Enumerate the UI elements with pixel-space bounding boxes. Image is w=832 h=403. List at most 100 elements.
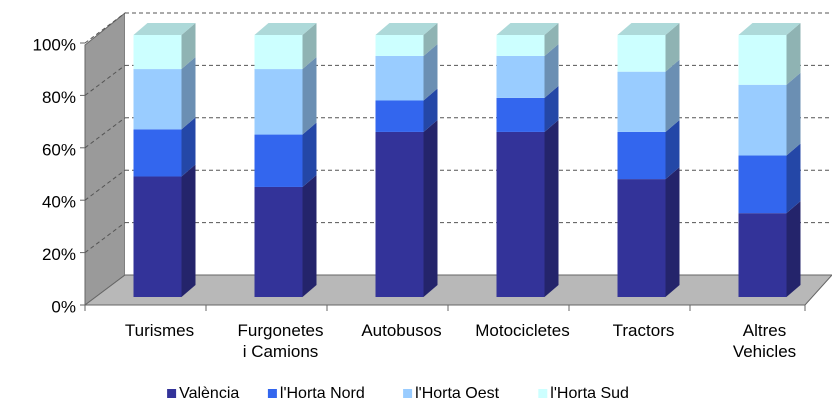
bar-side bbox=[544, 85, 559, 132]
bar-front bbox=[617, 71, 666, 132]
bar-front bbox=[496, 35, 545, 56]
bar-segment bbox=[496, 23, 559, 56]
bar-segment bbox=[254, 122, 317, 187]
bar-front bbox=[375, 35, 424, 56]
bar-segment bbox=[496, 43, 559, 98]
bar-side bbox=[786, 201, 801, 297]
y-tick-label: 0% bbox=[51, 297, 76, 316]
bar-side bbox=[302, 57, 317, 135]
legend-label: l'Horta Sud bbox=[550, 385, 629, 402]
legend-label: València bbox=[179, 385, 239, 402]
bar-side bbox=[544, 23, 559, 56]
bar-side bbox=[544, 43, 559, 98]
bar-front bbox=[133, 129, 182, 177]
legend-swatch bbox=[267, 389, 277, 398]
legend-swatch bbox=[403, 389, 413, 398]
bar-segment bbox=[738, 143, 801, 214]
legend-label: l'Horta Nord bbox=[280, 385, 365, 402]
bar-segment bbox=[496, 85, 559, 132]
floor bbox=[83, 274, 832, 306]
bar-front bbox=[254, 186, 303, 297]
grid-line-side bbox=[84, 169, 126, 201]
bar-front bbox=[133, 69, 182, 130]
bar-segment bbox=[375, 119, 438, 297]
bar-segment bbox=[738, 23, 801, 85]
bar-segment bbox=[617, 167, 680, 297]
bar-side bbox=[423, 43, 438, 101]
bar-side bbox=[544, 119, 559, 297]
y-tick-label: 80% bbox=[42, 88, 76, 107]
bar-segment bbox=[617, 59, 680, 132]
bar-front bbox=[496, 55, 545, 98]
x-tick-label: Furgonetes i Camions bbox=[237, 321, 324, 361]
bar-segment bbox=[617, 119, 680, 180]
bar-front bbox=[617, 179, 666, 297]
bar-top bbox=[738, 23, 801, 35]
bar-top bbox=[254, 23, 317, 35]
bar-side bbox=[181, 23, 196, 70]
bar-segment bbox=[133, 117, 196, 177]
bar-top bbox=[617, 23, 680, 35]
legend-swatch bbox=[167, 389, 177, 398]
y-tick-label: 40% bbox=[42, 193, 76, 212]
grid-line-side bbox=[84, 117, 126, 149]
bar-side bbox=[302, 174, 317, 297]
bar-side bbox=[302, 23, 317, 70]
back-wall bbox=[125, 13, 832, 275]
bar-side bbox=[665, 59, 680, 132]
bar-side bbox=[786, 72, 801, 156]
bar-front bbox=[738, 35, 787, 85]
bar-front bbox=[738, 213, 787, 297]
y-tick-label: 100% bbox=[33, 35, 76, 54]
bar-side bbox=[665, 167, 680, 297]
x-tick-label: Autobusos bbox=[361, 321, 442, 340]
bar-front bbox=[617, 131, 666, 180]
y-tick-label: 60% bbox=[42, 140, 76, 159]
bar-segment bbox=[375, 88, 438, 132]
bar-front bbox=[254, 69, 303, 135]
bar-front bbox=[496, 131, 545, 297]
bar-side bbox=[181, 117, 196, 177]
bar-segment bbox=[375, 43, 438, 101]
bar-side bbox=[302, 122, 317, 187]
bar-segment bbox=[133, 57, 196, 130]
bar-segment bbox=[254, 57, 317, 135]
bar-front bbox=[375, 131, 424, 297]
bar-front bbox=[738, 155, 787, 214]
legend-swatch bbox=[538, 389, 548, 398]
bar-front bbox=[738, 84, 787, 156]
bar-front bbox=[133, 35, 182, 70]
bar-side bbox=[423, 23, 438, 56]
bar-segment bbox=[375, 23, 438, 56]
bar-segment bbox=[738, 201, 801, 297]
bar-segment bbox=[254, 23, 317, 70]
bar-segment bbox=[496, 119, 559, 297]
bar-front bbox=[375, 55, 424, 101]
bar-segment bbox=[738, 72, 801, 156]
bar-side bbox=[665, 23, 680, 72]
bar-segment bbox=[254, 174, 317, 297]
bar-front bbox=[375, 100, 424, 132]
bar-side bbox=[181, 164, 196, 297]
bar-side bbox=[786, 23, 801, 85]
grid-line-side bbox=[84, 12, 126, 44]
x-tick-label: Motocicletes bbox=[475, 321, 570, 340]
bar-front bbox=[133, 176, 182, 297]
bar-side bbox=[181, 57, 196, 130]
bar-front bbox=[254, 134, 303, 187]
x-tick-label: Tractors bbox=[612, 321, 675, 340]
y-tick-label: 20% bbox=[42, 245, 76, 264]
bar-top bbox=[496, 23, 559, 35]
side-wall bbox=[84, 11, 126, 306]
bar-segment bbox=[617, 23, 680, 72]
bar-side bbox=[423, 119, 438, 297]
bar-front bbox=[496, 97, 545, 132]
legend-label: l'Horta Oest bbox=[415, 385, 500, 402]
grid-line-side bbox=[84, 65, 126, 96]
bar-top bbox=[375, 23, 438, 35]
bar-front bbox=[617, 35, 666, 72]
bar-front bbox=[254, 35, 303, 70]
bar-side bbox=[786, 143, 801, 214]
